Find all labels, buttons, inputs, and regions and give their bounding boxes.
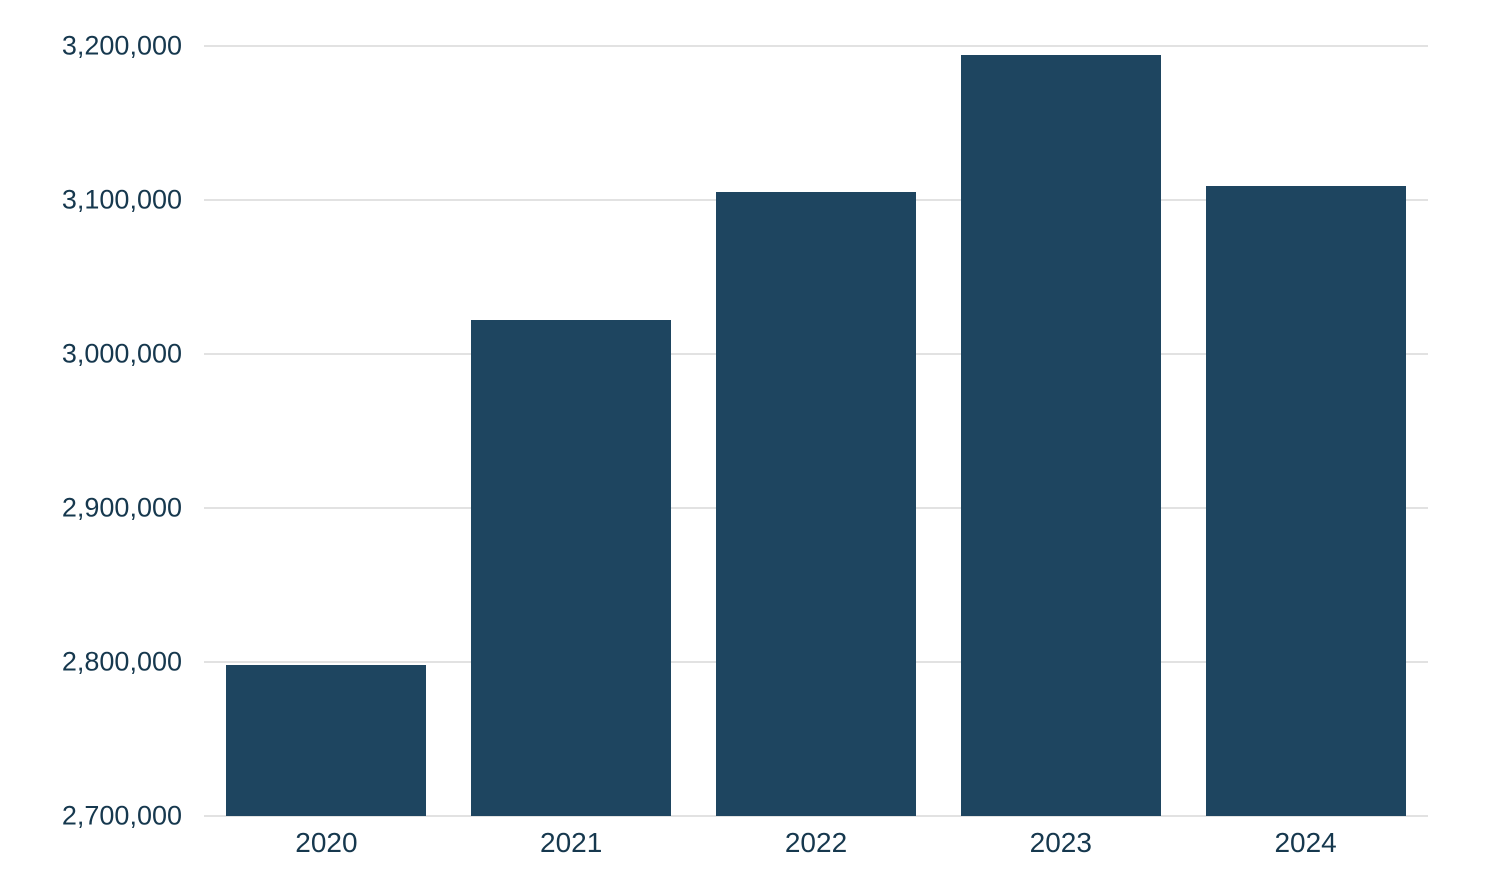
- y-tick-label: 3,000,000: [61, 338, 182, 369]
- bar-2023: [960, 55, 1161, 816]
- plot-area: [204, 45, 1428, 817]
- x-tick-label: 2023: [1029, 827, 1092, 858]
- gridline: [204, 45, 1428, 47]
- bar-2021: [471, 320, 672, 816]
- y-tick-label: 2,900,000: [61, 492, 182, 523]
- bar-2020: [226, 665, 427, 816]
- bar-2024: [1205, 186, 1406, 816]
- bar-2022: [716, 192, 916, 816]
- y-axis: 2,700,000 2,800,000 2,900,000 3,000,000 3,10…: [0, 32, 182, 829]
- x-tick-label: 2024: [1274, 827, 1337, 858]
- x-tick-label: 2020: [295, 827, 358, 858]
- x-tick-label: 2022: [784, 827, 848, 858]
- y-tick-label: 2,700,000: [61, 800, 182, 831]
- gridline: [204, 815, 1428, 817]
- y-tick-label: 3,100,000: [61, 184, 182, 215]
- x-axis: 2020 2021 2022 2023 2024: [204, 829, 1428, 869]
- x-tick-label: 2021: [540, 827, 603, 858]
- y-tick-label: 2,800,000: [61, 646, 182, 677]
- y-tick-label: 3,200,000: [61, 30, 182, 61]
